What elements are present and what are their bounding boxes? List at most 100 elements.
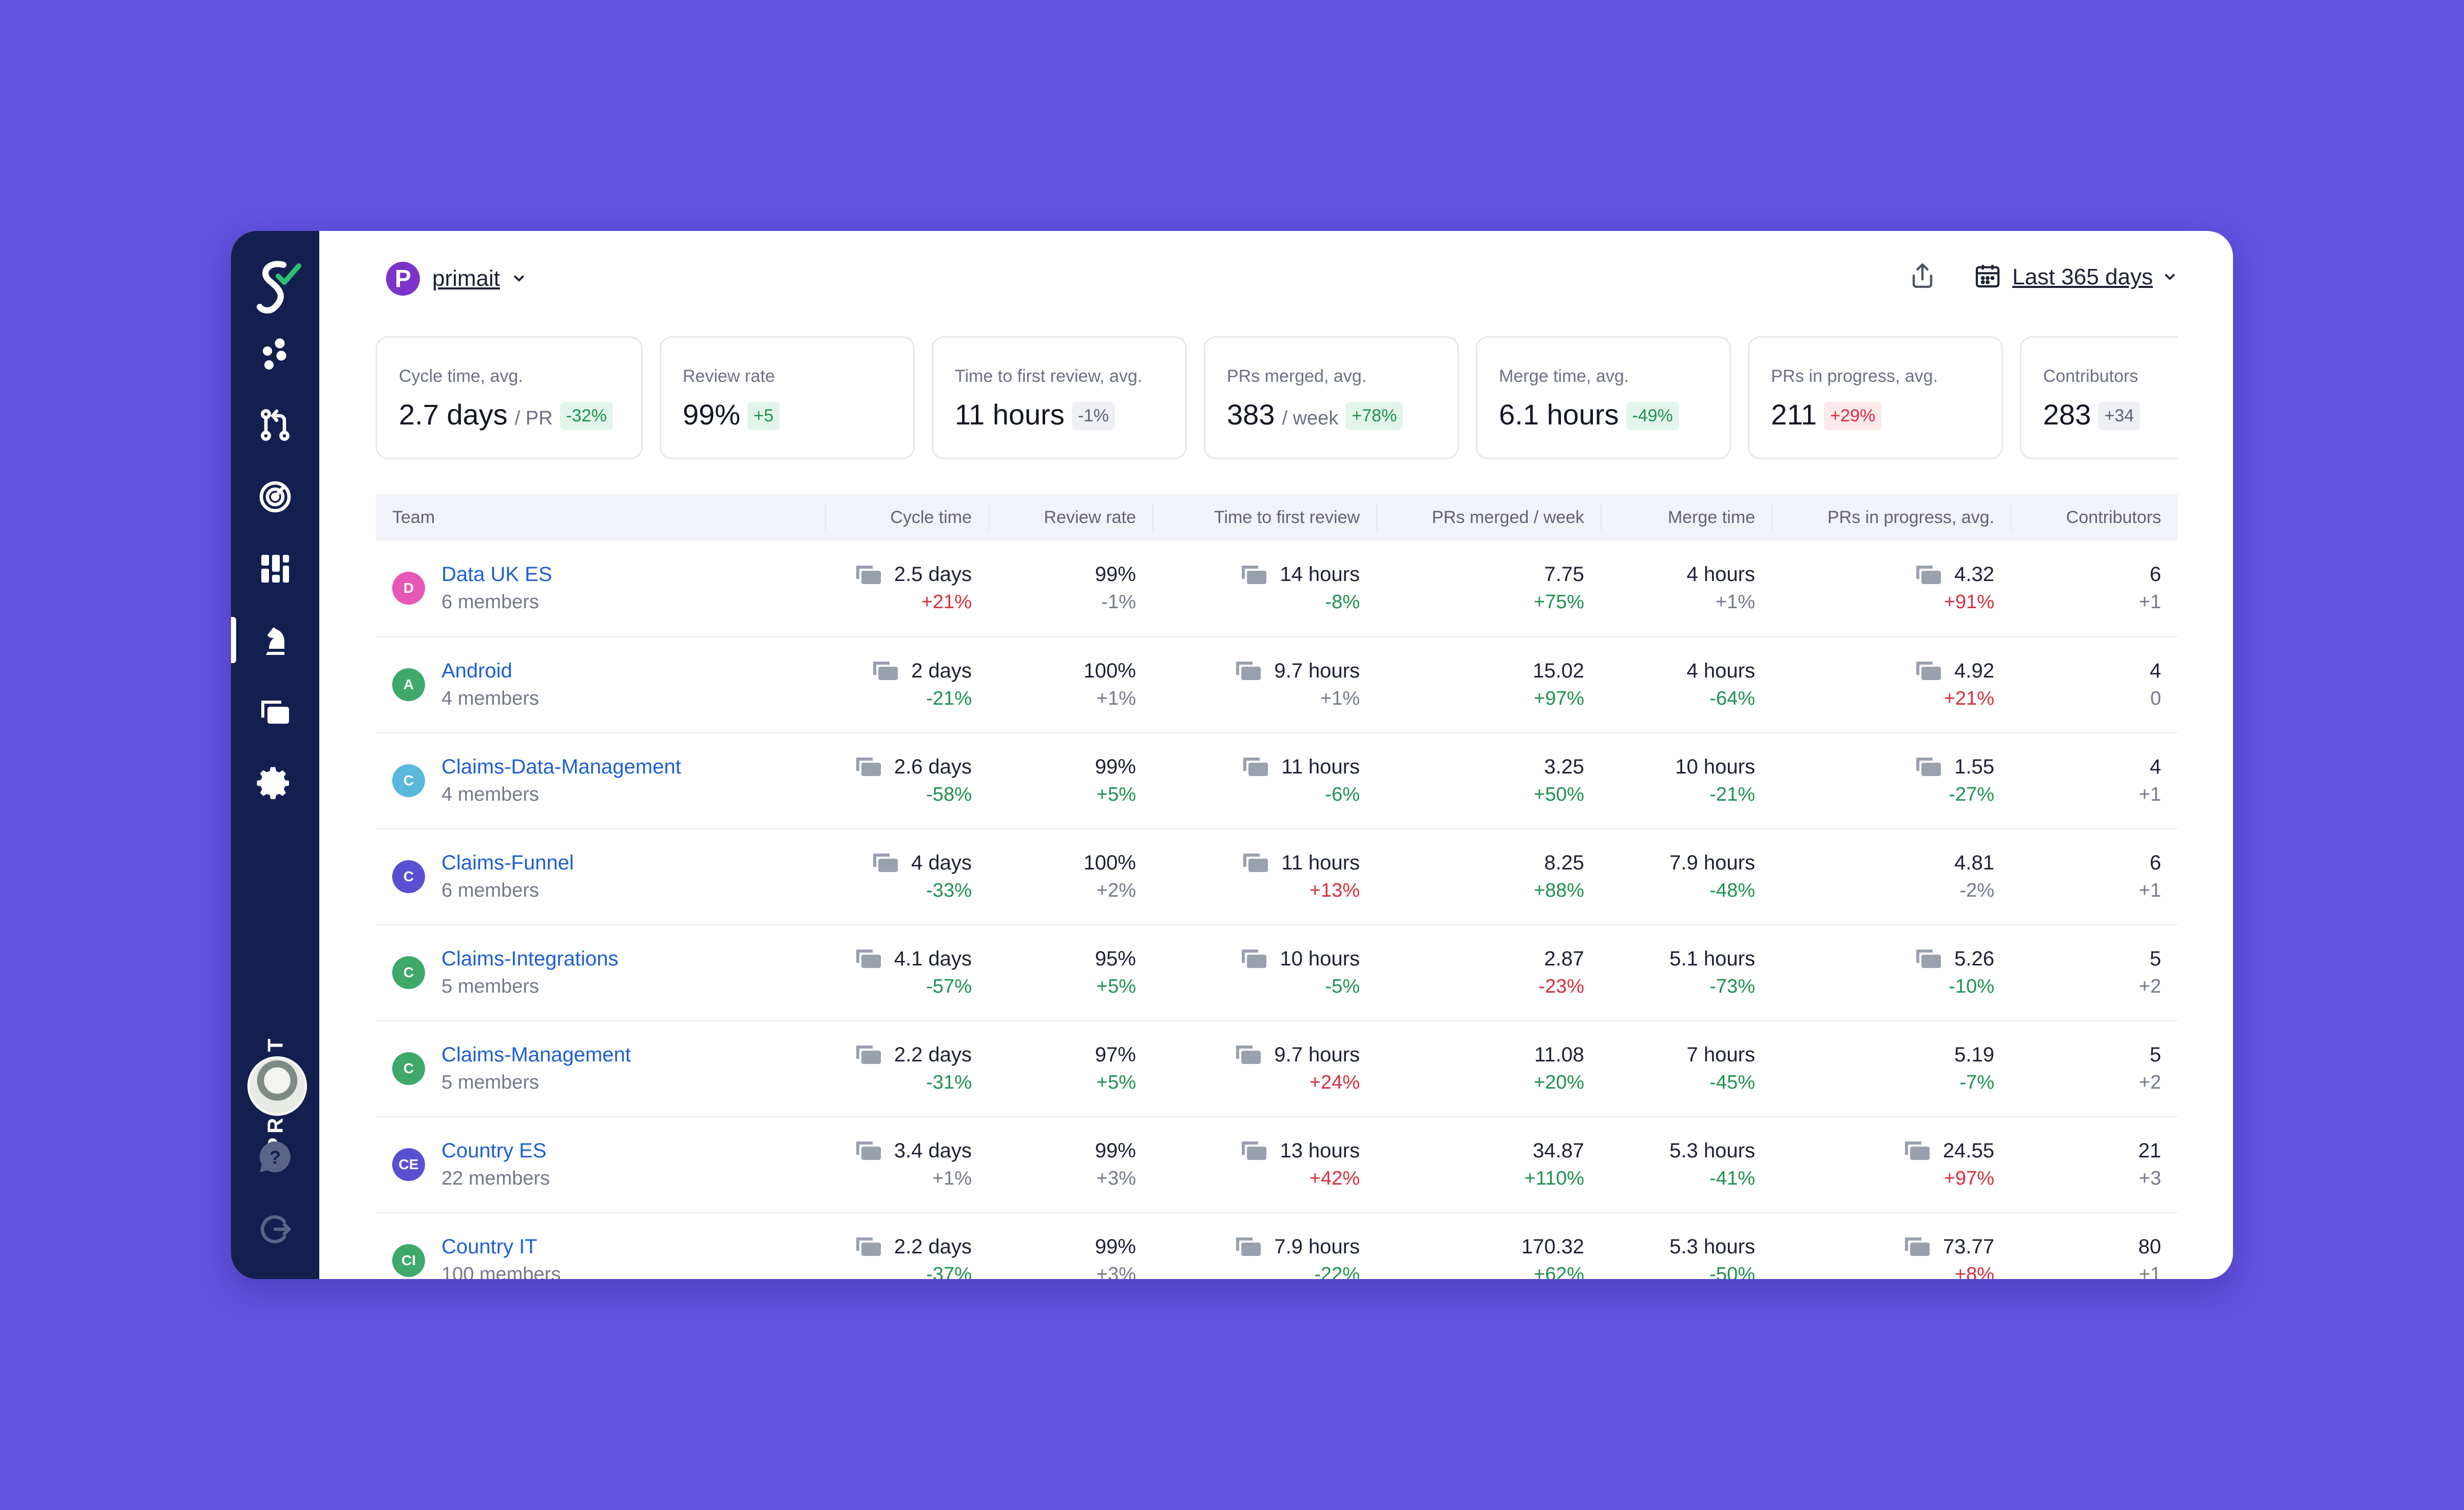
pr-stack-icon[interactable] bbox=[1235, 1236, 1262, 1257]
team-name-link[interactable]: Country IT bbox=[441, 1235, 537, 1258]
kpi-card-merge-time[interactable]: Merge time, avg. 6.1 hours -49% bbox=[1476, 336, 1731, 459]
chevron-down-icon[interactable] bbox=[512, 272, 526, 285]
goals-icon[interactable] bbox=[255, 476, 296, 517]
export-share-icon[interactable] bbox=[1908, 261, 1937, 293]
merge-time-cell: 5.1 hours -73% bbox=[1601, 924, 1772, 1020]
kpi-card-review-rate[interactable]: Review rate 99% +5 bbox=[660, 336, 915, 459]
pr-stack-icon[interactable] bbox=[255, 691, 296, 732]
table-row[interactable]: D Data UK ES 6 members 2.5 days +21% 99%… bbox=[376, 540, 2178, 636]
review-rate-cell: 99% +5% bbox=[988, 732, 1152, 828]
pull-requests-icon[interactable] bbox=[255, 404, 296, 446]
table-row[interactable]: C Claims-Funnel 6 members 4 days -33% 10… bbox=[376, 828, 2178, 924]
column-header-cycle-time[interactable]: Cycle time bbox=[825, 494, 988, 540]
table-row[interactable]: CI Country IT 100 members 2.2 days -37% … bbox=[376, 1212, 2178, 1279]
teams-knight-icon[interactable] bbox=[255, 619, 296, 660]
chevron-down-icon[interactable] bbox=[2163, 270, 2177, 284]
pr-stack-icon[interactable] bbox=[855, 757, 882, 777]
pr-stack-icon[interactable] bbox=[855, 948, 882, 969]
reports-icon[interactable] bbox=[255, 548, 296, 589]
pr-stack-icon[interactable] bbox=[1241, 948, 1267, 969]
dashboard-icon[interactable] bbox=[255, 334, 296, 375]
date-range-picker[interactable]: Last 365 days bbox=[1973, 261, 2177, 293]
team-name-link[interactable]: Country ES bbox=[441, 1139, 547, 1162]
team-name-link[interactable]: Claims-Management bbox=[441, 1043, 631, 1066]
prs-merged-value: 15.02 bbox=[1532, 659, 1584, 682]
kpi-delta-badge: +78% bbox=[1345, 402, 1403, 430]
team-name-link[interactable]: Claims-Funnel bbox=[441, 851, 574, 874]
column-header-time-to-first-review[interactable]: Time to first review bbox=[1152, 494, 1376, 540]
org-selector[interactable]: P primait bbox=[386, 262, 526, 296]
column-header-merge-time[interactable]: Merge time bbox=[1601, 494, 1772, 540]
svg-text:?: ? bbox=[270, 1147, 281, 1168]
main-content: P primait Last 365 days Cycle time, avg.… bbox=[319, 231, 2233, 1279]
pr-stack-icon[interactable] bbox=[855, 1236, 882, 1257]
pr-stack-icon[interactable] bbox=[855, 565, 882, 585]
kpi-card-prs-in-progress[interactable]: PRs in progress, avg. 211 +29% bbox=[1748, 336, 2003, 459]
merge-time-delta: -45% bbox=[1709, 1071, 1755, 1093]
pr-stack-icon[interactable] bbox=[1915, 661, 1942, 681]
pr-stack-icon[interactable] bbox=[872, 853, 899, 873]
app-logo-icon[interactable] bbox=[253, 256, 302, 317]
prs-in-progress-cell: 5.19 -7% bbox=[1772, 1020, 2011, 1116]
team-name-link[interactable]: Claims-Integrations bbox=[441, 947, 619, 970]
pr-stack-icon[interactable] bbox=[1241, 565, 1267, 585]
time-to-first-review-value: 11 hours bbox=[1281, 755, 1360, 778]
table-row[interactable]: A Android 4 members 2 days -21% 100% +1%… bbox=[376, 636, 2178, 732]
cycle-time-cell: 4.1 days -57% bbox=[825, 924, 988, 1020]
pr-stack-icon[interactable] bbox=[1242, 757, 1269, 777]
table-row[interactable]: C Claims-Management 5 members 2.2 days -… bbox=[376, 1020, 2178, 1116]
kpi-card-time-to-first-review[interactable]: Time to first review, avg. 11 hours -1% bbox=[932, 336, 1187, 459]
pr-stack-icon[interactable] bbox=[1915, 948, 1942, 969]
team-avatar: C bbox=[392, 764, 425, 797]
pr-stack-icon[interactable] bbox=[855, 1140, 882, 1161]
contributors-value: 21 bbox=[2138, 1139, 2162, 1162]
team-avatar: C bbox=[392, 860, 425, 893]
settings-gear-icon[interactable] bbox=[255, 763, 296, 804]
prs-merged-cell: 11.08 +20% bbox=[1376, 1020, 1601, 1116]
kpi-card-prs-merged[interactable]: PRs merged, avg. 383 / week +78% bbox=[1204, 336, 1459, 459]
review-rate-cell: 99% -1% bbox=[988, 540, 1152, 636]
pr-stack-icon[interactable] bbox=[1904, 1140, 1931, 1161]
help-icon[interactable]: ? bbox=[255, 1136, 296, 1177]
column-header-review-rate[interactable]: Review rate bbox=[988, 494, 1152, 540]
table-row[interactable]: C Claims-Integrations 5 members 4.1 days… bbox=[376, 924, 2178, 1020]
org-name[interactable]: primait bbox=[432, 266, 500, 291]
table-row[interactable]: C Claims-Data-Management 4 members 2.6 d… bbox=[376, 732, 2178, 828]
pr-stack-icon[interactable] bbox=[1915, 565, 1942, 585]
pr-stack-icon[interactable] bbox=[1235, 1044, 1262, 1065]
prs-in-progress-value: 4.32 bbox=[1954, 563, 1994, 586]
pr-stack-icon[interactable] bbox=[1235, 661, 1262, 681]
cycle-time-cell: 2.5 days +21% bbox=[825, 540, 988, 636]
column-header-team[interactable]: Team bbox=[392, 507, 435, 527]
date-range-label[interactable]: Last 365 days bbox=[2012, 264, 2153, 289]
column-header-contributors[interactable]: Contributors bbox=[2011, 494, 2178, 540]
team-name-link[interactable]: Data UK ES bbox=[441, 563, 552, 586]
kpi-card-cycle-time[interactable]: Cycle time, avg. 2.7 days / PR -32% bbox=[376, 336, 643, 459]
prs-in-progress-cell: 24.55 +97% bbox=[1772, 1116, 2011, 1212]
team-avatar: A bbox=[392, 668, 425, 701]
team-name-link[interactable]: Claims-Data-Management bbox=[441, 755, 681, 778]
pr-stack-icon[interactable] bbox=[855, 1044, 882, 1065]
merge-time-cell: 4 hours -64% bbox=[1601, 636, 1772, 732]
pr-stack-icon[interactable] bbox=[872, 661, 899, 681]
team-avatar: C bbox=[392, 956, 425, 989]
team-name-link[interactable]: Android bbox=[441, 659, 512, 682]
pr-stack-icon[interactable] bbox=[1241, 1140, 1267, 1161]
pr-stack-icon[interactable] bbox=[1904, 1236, 1931, 1257]
contributors-delta: +1 bbox=[2139, 591, 2161, 613]
logout-icon[interactable] bbox=[255, 1209, 296, 1250]
kpi-label: PRs in progress, avg. bbox=[1771, 366, 1938, 386]
prs-merged-delta: +97% bbox=[1533, 687, 1584, 709]
column-header-prs-in-progress[interactable]: PRs in progress, avg. bbox=[1772, 494, 2011, 540]
column-header-prs-merged[interactable]: PRs merged / week bbox=[1376, 494, 1601, 540]
time-to-first-review-value: 11 hours bbox=[1281, 851, 1360, 874]
table-row[interactable]: CE Country ES 22 members 3.4 days +1% 99… bbox=[376, 1116, 2178, 1212]
pr-stack-icon[interactable] bbox=[1242, 853, 1269, 873]
pr-stack-icon[interactable] bbox=[1915, 757, 1942, 777]
prs-merged-cell: 170.32 +62% bbox=[1376, 1212, 1601, 1280]
review-rate-delta: +3% bbox=[1096, 1263, 1136, 1280]
contributors-cell: 6 +1 bbox=[2011, 540, 2178, 636]
user-avatar[interactable] bbox=[247, 1056, 307, 1116]
kpi-card-contributors[interactable]: Contributors 283 +34 bbox=[2020, 336, 2178, 459]
kpi-label: Contributors bbox=[2043, 366, 2139, 386]
